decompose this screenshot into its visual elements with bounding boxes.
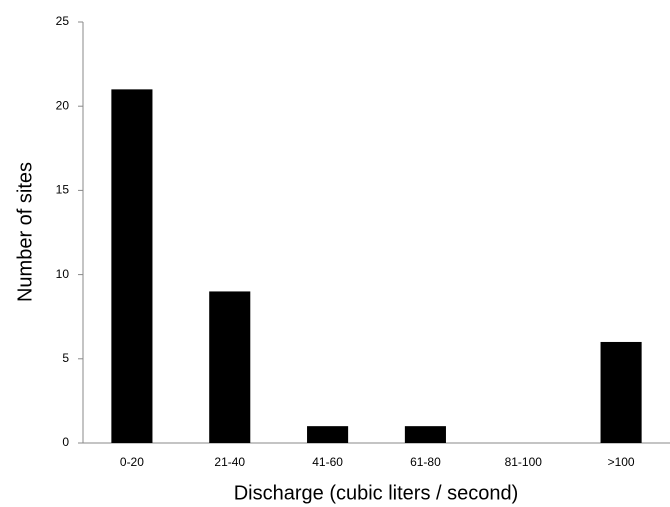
y-axis-label: Number of sites: [14, 162, 36, 302]
y-tick-label: 25: [56, 14, 70, 28]
bar: [307, 426, 349, 443]
x-tick-label: 61-80: [410, 455, 441, 469]
x-tick-label: 41-60: [312, 455, 343, 469]
x-tick-label: 21-40: [214, 455, 245, 469]
bar: [209, 291, 251, 443]
y-tick-label: 10: [56, 267, 70, 281]
bar: [404, 426, 446, 443]
x-axis-label: Discharge (cubic liters / second): [234, 482, 519, 504]
y-tick-label: 5: [62, 351, 69, 365]
y-tick-label: 0: [62, 435, 69, 449]
x-tick-label: 81-100: [505, 455, 543, 469]
y-tick-label: 20: [56, 98, 70, 112]
x-tick-label: 0-20: [120, 455, 144, 469]
bar: [600, 341, 642, 443]
bar: [111, 89, 153, 444]
y-tick-label: 15: [56, 183, 70, 197]
x-tick-label: >100: [608, 455, 635, 469]
